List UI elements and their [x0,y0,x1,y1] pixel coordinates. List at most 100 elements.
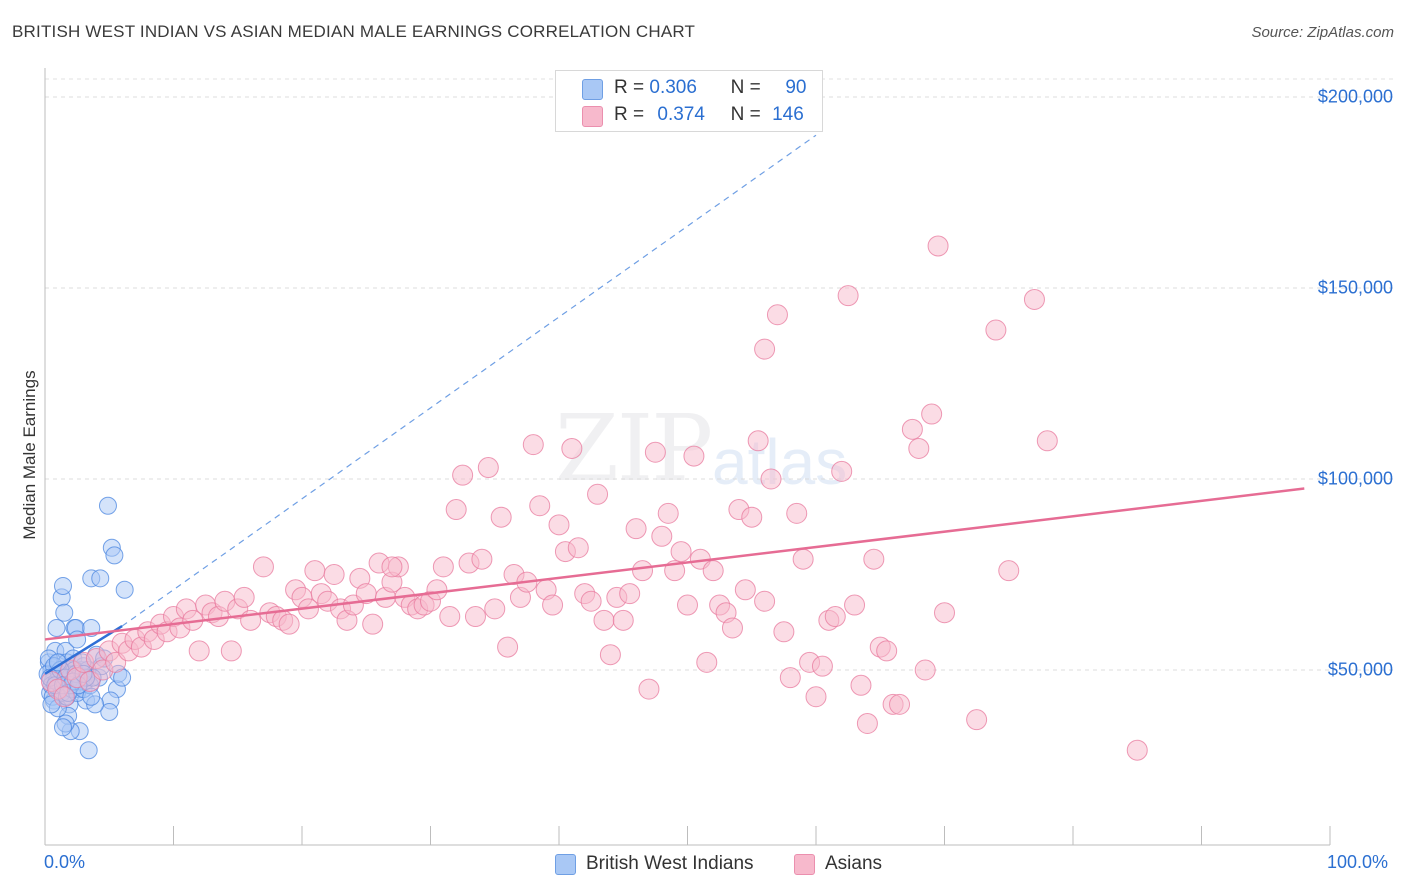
legend-row-asians: R = 0.374 N = 146 [614,103,804,127]
point-asians [754,338,776,360]
point-asians [625,518,647,540]
point-asians [471,548,493,570]
point-asians [773,621,795,643]
point-asians [651,525,673,547]
bottom-legend-label: British West Indians [586,853,754,874]
point-british-west-indians [68,630,87,649]
point-asians [593,609,615,631]
legend-n-key: N = [730,77,761,98]
point-asians [998,560,1020,582]
trendline-asians [44,487,1305,641]
point-asians [304,560,326,582]
point-asians [792,548,814,570]
point-asians [220,640,242,662]
point-asians [638,678,660,700]
y-tick-label-150k: $150,000 [1317,277,1393,298]
point-asians [921,403,943,425]
point-asians [702,560,724,582]
point-asians [548,514,570,536]
point-asians [850,674,872,696]
point-asians [252,556,274,578]
point-asians [786,502,808,524]
point-asians [683,445,705,467]
point-asians [734,579,756,601]
point-british-west-indians [47,618,66,637]
point-asians [657,502,679,524]
point-asians [490,506,512,528]
point-british-west-indians [105,546,124,565]
point-asians [901,418,923,440]
y-tick-label-100k: $100,000 [1317,468,1393,489]
bottom-legend-swatch-pink [794,853,815,875]
point-british-west-indians [91,569,110,588]
legend-n-key: N = [730,104,761,125]
point-asians [889,693,911,715]
point-asians [452,464,474,486]
point-asians [908,437,930,459]
point-asians [561,437,583,459]
point-british-west-indians [53,718,72,737]
y-tick-label-50k: $50,000 [1327,659,1393,680]
point-asians [824,606,846,628]
point-asians [779,667,801,689]
bottom-legend-swatch-blue [555,853,576,875]
legend-r-value: 0.306 [649,77,697,98]
point-asians [619,583,641,605]
source-credit: Source: ZipAtlas.com [1251,24,1394,41]
point-asians [477,457,499,479]
point-asians [811,655,833,677]
point-asians [927,235,949,257]
point-british-west-indians [55,603,74,622]
chart-title: BRITISH WEST INDIAN VS ASIAN MEDIAN MALE… [12,22,696,41]
point-asians [696,651,718,673]
point-asians [876,640,898,662]
point-asians [53,686,75,708]
point-asians [966,709,988,731]
point-asians [741,506,763,528]
bottom-legend-british-west-indians: British West Indians [555,851,754,877]
point-asians [497,636,519,658]
point-asians [567,537,589,559]
point-asians [432,556,454,578]
point-asians [323,564,345,585]
x-tick-label-max: 100.0% [1327,852,1389,872]
point-asians [934,602,955,624]
point-asians [747,430,769,452]
point-asians [754,590,776,612]
point-asians [721,617,743,639]
bottom-legend-label: Asians [825,853,883,874]
x-tick-label-min: 0.0% [44,852,86,872]
point-asians [677,594,698,616]
point-asians [632,560,654,582]
point-asians [439,606,461,628]
point-asians [278,613,300,635]
legend-r-key: R = [614,104,645,125]
y-tick-label-200k: $200,000 [1317,86,1393,107]
point-asians [1023,288,1045,310]
point-asians [580,590,602,612]
legend-row-british-west-indians: R = 0.306 N = 90 [614,76,806,100]
point-asians [670,541,692,563]
point-british-west-indians [98,496,117,515]
point-asians [914,659,936,681]
point-british-west-indians [53,576,72,595]
bottom-legend-asians: Asians [794,851,882,877]
point-asians [464,606,486,628]
point-asians [587,483,609,505]
point-asians [529,495,551,517]
point-asians [844,594,866,616]
point-asians [766,304,788,326]
legend-swatch-asians [582,106,603,127]
trendline-british-west-indians-extension [121,134,817,627]
point-asians [760,468,782,490]
point-asians [1126,739,1148,761]
point-asians [831,460,853,482]
point-asians [426,579,448,601]
legend-r-value: 0.374 [657,104,705,125]
point-asians [1036,430,1058,452]
point-asians [362,613,384,635]
point-british-west-indians [115,580,134,599]
point-british-west-indians [79,741,98,760]
point-asians [233,586,255,608]
